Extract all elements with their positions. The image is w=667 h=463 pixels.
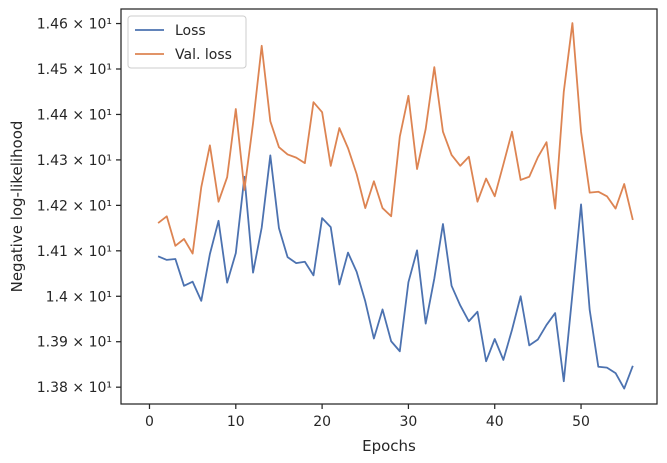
y-tick-label: 1.39 × 10¹ <box>37 335 112 351</box>
y-axis-label: Negative log-likelihood <box>8 121 26 293</box>
plot-frame <box>120 8 658 405</box>
x-tick-label: 10 <box>227 414 245 430</box>
y-tick-label: 1.45 × 10¹ <box>37 62 112 78</box>
legend-box <box>127 15 247 69</box>
plot-series <box>157 22 634 390</box>
y-tick-label: 1.4 × 10¹ <box>46 289 112 305</box>
legend-label-loss: Loss <box>175 23 206 39</box>
y-tick-label: 1.46 × 10¹ <box>37 17 112 33</box>
series-line-val-loss <box>157 22 634 255</box>
y-tick-label: 1.44 × 10¹ <box>37 107 112 123</box>
x-tick-label: 30 <box>400 414 418 430</box>
y-tick-label: 1.43 × 10¹ <box>37 153 112 169</box>
x-tick-label: 0 <box>145 414 154 430</box>
series-line-loss <box>157 154 634 390</box>
x-tick-label: 40 <box>486 414 504 430</box>
x-tick-label: 50 <box>572 414 590 430</box>
y-tick-label: 1.38 × 10¹ <box>37 380 112 396</box>
legend-label-val-loss: Val. loss <box>175 47 232 63</box>
legend: Loss Val. loss <box>127 15 247 69</box>
y-axis-ticks: 1.38 × 10¹ 1.39 × 10¹ 1.4 × 10¹ 1.41 × 10¹ 1… <box>37 17 121 396</box>
x-axis-ticks: 0 10 20 30 40 50 <box>145 404 590 430</box>
x-tick-label: 20 <box>313 414 331 430</box>
y-tick-label: 1.42 × 10¹ <box>37 198 112 214</box>
y-tick-label: 1.41 × 10¹ <box>37 244 112 260</box>
x-axis-label: Epochs <box>362 437 416 455</box>
